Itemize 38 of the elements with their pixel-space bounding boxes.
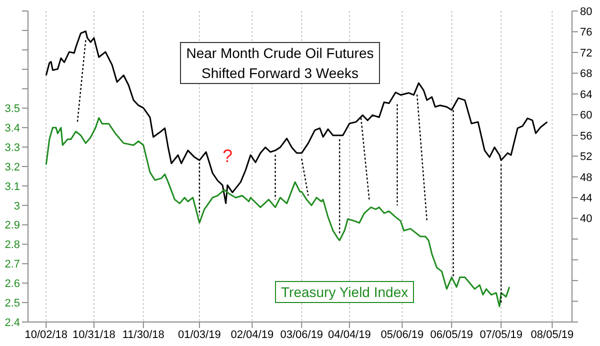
y-tick-label: 2.5	[4, 297, 20, 310]
y2-tick-label: 72	[580, 47, 592, 60]
x-tick-label: 10/02/18	[24, 328, 68, 341]
x-tick-label: 03/06/19	[280, 328, 324, 341]
x-tick-label: 02/04/19	[230, 328, 274, 341]
x-tick-label: 06/05/19	[430, 328, 474, 341]
y2-tick-label: 44	[580, 192, 592, 205]
series-label: Near Month Crude Oil Futures Shifted Forward 3 Weeks	[180, 42, 380, 84]
y-tick-label: 3.2	[4, 161, 20, 174]
y2-tick-label: 80	[580, 6, 592, 18]
y-tick-label: 3.4	[4, 122, 20, 135]
x-tick-label: 11/30/18	[122, 328, 164, 341]
y-tick-label: 3.1	[4, 180, 20, 193]
y-tick-label: 3.3	[4, 142, 20, 154]
y-tick-label: 3	[14, 200, 20, 212]
y2-tick-label: 48	[580, 172, 592, 184]
y-tick-label: 2.9	[4, 220, 20, 232]
text: Treasury Yield Index	[275, 281, 414, 303]
y2-tick-label: 64	[580, 88, 592, 101]
x-tick-label: 08/05/19	[530, 328, 574, 341]
y-tick-label: 2.4	[4, 316, 20, 329]
annotation: ?	[222, 146, 232, 166]
x-tick-label: 10/31/18	[72, 328, 116, 341]
x-tick-label: 01/03/19	[178, 328, 221, 341]
y2-tick-label: 76	[580, 26, 592, 39]
y2-tick-label: 60	[580, 110, 592, 122]
x-tick-label: 07/05/19	[480, 328, 523, 341]
line-series	[45, 117, 510, 308]
y-tick-label: 2.6	[4, 278, 20, 290]
y-tick-label: 2.7	[4, 258, 20, 271]
y2-tick-label: 52	[580, 151, 592, 164]
x-tick-label: 04/04/19	[328, 328, 371, 341]
y2-tick-label: 40	[580, 213, 592, 226]
y2-tick-label: 56	[580, 130, 592, 142]
y-tick-label: 2.8	[4, 239, 20, 252]
y-tick-label: 3.5	[4, 103, 20, 116]
y2-tick-label: 68	[580, 68, 592, 80]
x-tick-label: 05/06/19	[380, 328, 424, 341]
